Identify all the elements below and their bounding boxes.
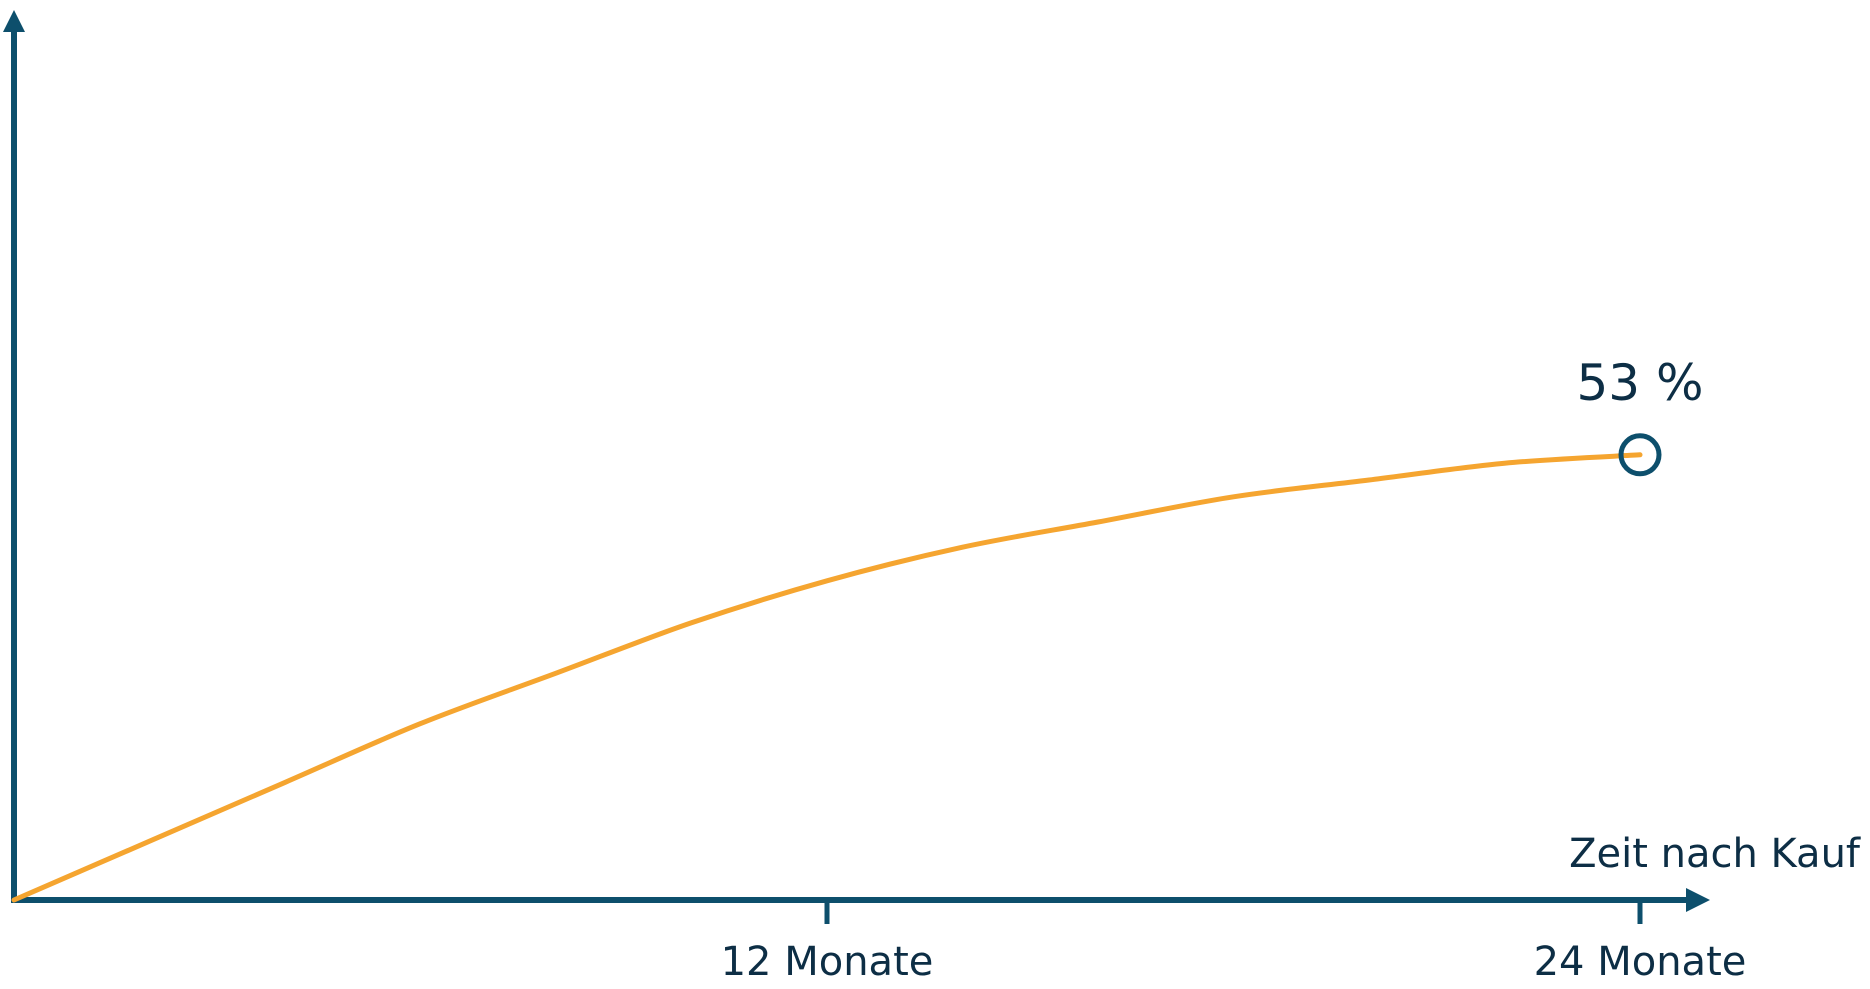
- x-axis: [11, 888, 1710, 912]
- x-tick-label: 12 Monate: [721, 939, 934, 985]
- x-axis-arrow-icon: [1686, 888, 1710, 912]
- y-axis-arrow-icon: [3, 10, 25, 32]
- endpoint-value-label: 53 %: [1576, 354, 1703, 412]
- series-line: [11, 452, 1643, 903]
- y-axis: [3, 10, 25, 900]
- x-tick-label: 24 Monate: [1534, 939, 1747, 985]
- x-ticks: 12 Monate 24 Monate: [721, 903, 1747, 985]
- x-axis-title: Zeit nach Kauf: [1569, 831, 1861, 877]
- endpoint-marker: [1618, 433, 1662, 477]
